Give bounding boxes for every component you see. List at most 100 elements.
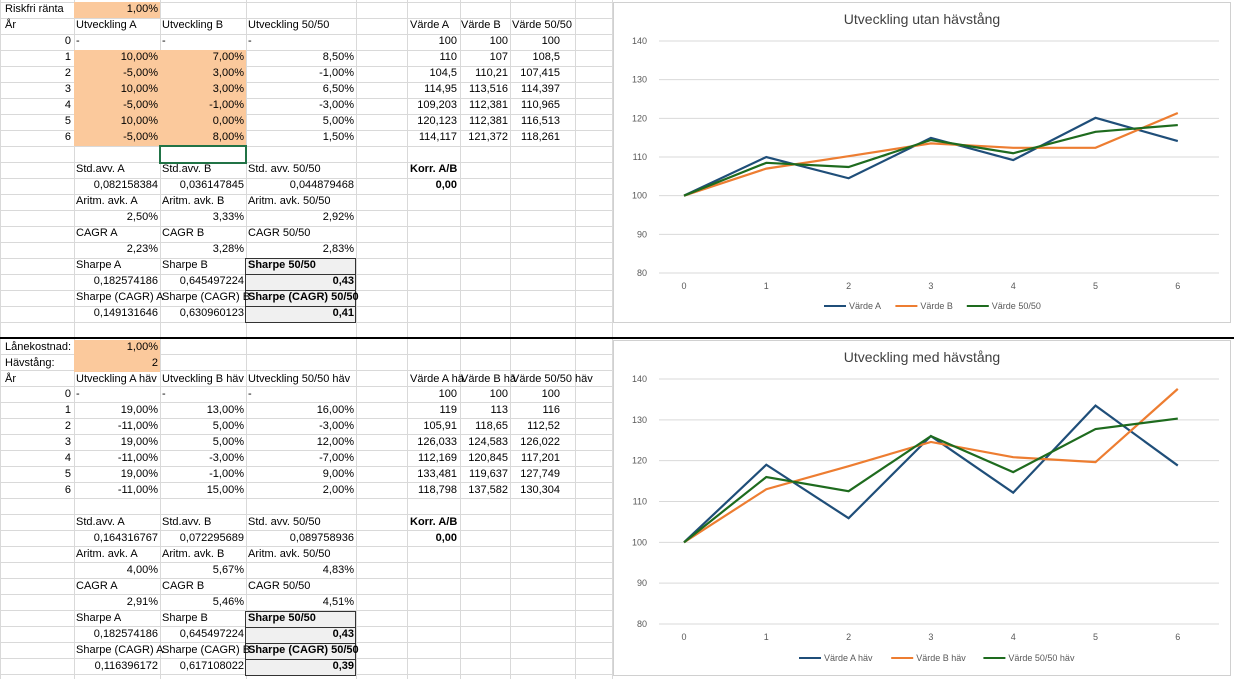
sharpec-a-value[interactable]: 0,149131646 [93, 307, 158, 319]
table-cell[interactable]: -1,00% [319, 67, 354, 79]
aritm-b-value[interactable]: 3,33% [212, 211, 244, 223]
std-b-value[interactable]: 0,036147845 [179, 179, 244, 191]
cagr-5050-value[interactable]: 2,83% [322, 243, 354, 255]
table-cell[interactable]: 16,00% [316, 404, 354, 416]
selected-cell[interactable] [159, 145, 247, 164]
series-line-5050[interactable] [683, 123, 1178, 197]
table-cell[interactable]: -11,00% [117, 420, 158, 432]
series-line-b[interactable] [683, 388, 1179, 544]
sharpe-a-value[interactable]: 0,182574186 [93, 275, 158, 287]
table-cell[interactable]: 100 [438, 388, 457, 400]
table-cell[interactable]: 5 [64, 115, 71, 127]
table-cell[interactable]: 1,50% [322, 131, 354, 143]
table-cell[interactable]: -3,00% [319, 420, 354, 432]
table-cell[interactable]: 116,513 [521, 115, 560, 127]
table-cell[interactable]: 126,033 [417, 436, 457, 448]
table-cell[interactable]: 0 [64, 35, 71, 47]
table-cell[interactable]: 118,261 [521, 131, 560, 143]
sharpec-b-value[interactable]: 0,630960123 [179, 307, 244, 319]
table-cell[interactable]: 119,637 [469, 468, 508, 480]
table-cell[interactable]: 118,798 [418, 484, 457, 496]
table-cell[interactable]: - [162, 388, 166, 400]
korr-value[interactable]: 0,00 [435, 532, 457, 544]
table-cell[interactable]: -1,00% [209, 468, 244, 480]
table-cell[interactable]: 114,397 [521, 83, 560, 95]
table-cell[interactable]: 3,00% [212, 83, 244, 95]
sharpec-b-value[interactable]: 0,617108022 [179, 660, 244, 672]
table-cell[interactable]: 0 [64, 388, 71, 400]
chart-med-havstang[interactable]: Utveckling med hävstång 80 90 100 110 120 130… [613, 340, 1231, 676]
table-cell[interactable]: -5,00% [123, 67, 158, 79]
table-cell[interactable]: 0,00% [212, 115, 244, 127]
table-cell[interactable]: 112,169 [418, 452, 457, 464]
table-cell[interactable]: - [76, 35, 80, 47]
aritm-a-value[interactable]: 4,00% [126, 564, 158, 576]
table-cell[interactable]: 19,00% [120, 468, 158, 480]
table-cell[interactable]: 5,00% [322, 115, 354, 127]
sharpe-5050-value[interactable]: 0,43 [332, 628, 354, 640]
table-cell[interactable]: 124,583 [468, 436, 508, 448]
cagr-a-value[interactable]: 2,23% [126, 243, 158, 255]
cagr-a-value[interactable]: 2,91% [126, 596, 158, 608]
aritm-b-value[interactable]: 5,67% [212, 564, 244, 576]
table-cell[interactable]: 3,00% [212, 67, 244, 79]
table-cell[interactable]: 1 [64, 51, 71, 63]
table-cell[interactable]: -7,00% [319, 452, 354, 464]
table-cell[interactable]: 105,91 [423, 420, 457, 432]
table-cell[interactable]: 118,65 [475, 420, 508, 432]
table-cell[interactable]: 10,00% [120, 115, 158, 127]
table-cell[interactable]: 104,5 [429, 67, 457, 79]
table-cell[interactable]: 100 [541, 35, 560, 47]
table-cell[interactable]: - [76, 388, 80, 400]
table-cell[interactable]: 19,00% [120, 404, 158, 416]
table-cell[interactable]: 3 [64, 83, 71, 95]
table-cell[interactable]: - [248, 388, 252, 400]
table-cell[interactable]: 2 [64, 67, 71, 79]
table-cell[interactable]: 10,00% [120, 83, 158, 95]
std-5050-value[interactable]: 0,089758936 [289, 532, 354, 544]
table-cell[interactable]: 119 [439, 404, 457, 416]
table-cell[interactable]: 114,95 [424, 83, 457, 95]
table-cell[interactable]: 110 [439, 51, 457, 63]
table-cell[interactable]: -1,00% [209, 99, 244, 111]
table-cell[interactable]: 100 [489, 35, 508, 47]
table-cell[interactable]: 6 [64, 484, 71, 496]
table-cell[interactable]: 5,00% [212, 420, 244, 432]
spreadsheet-grid[interactable]: Riskfri ränta 1,00% År Utveckling A Utveck… [0, 0, 613, 679]
table-cell[interactable]: 2,00% [322, 484, 354, 496]
series-line-5050[interactable] [683, 417, 1178, 544]
table-cell[interactable]: 100 [541, 388, 560, 400]
table-cell[interactable]: 15,00% [206, 484, 244, 496]
table-cell[interactable]: 110,21 [475, 67, 508, 79]
table-cell[interactable]: 4 [64, 99, 71, 111]
sharpec-5050-value[interactable]: 0,41 [332, 307, 354, 319]
aritm-a-value[interactable]: 2,50% [126, 211, 158, 223]
table-cell[interactable]: 7,00% [212, 51, 244, 63]
table-cell[interactable]: 100 [438, 35, 457, 47]
std-a-value[interactable]: 0,082158384 [93, 179, 158, 191]
series-line-b[interactable] [683, 112, 1179, 197]
table-cell[interactable]: 127,749 [520, 468, 560, 480]
table-cell[interactable]: 100 [489, 388, 508, 400]
table-cell[interactable]: 120,845 [468, 452, 508, 464]
table-cell[interactable]: 8,00% [212, 131, 244, 143]
table-cell[interactable]: 112,381 [469, 115, 508, 127]
table-cell[interactable]: 121,372 [468, 131, 508, 143]
table-cell[interactable]: -3,00% [319, 99, 354, 111]
sharpec-5050-value-cell[interactable] [245, 306, 356, 323]
table-cell[interactable]: 112,52 [527, 420, 560, 432]
aritm-5050-value[interactable]: 4,83% [322, 564, 354, 576]
table-cell[interactable]: 4 [64, 452, 71, 464]
table-cell[interactable]: 126,022 [520, 436, 560, 448]
table-cell[interactable]: - [162, 35, 166, 47]
table-cell[interactable]: 9,00% [322, 468, 354, 480]
table-cell[interactable]: 13,00% [206, 404, 244, 416]
std-b-value[interactable]: 0,072295689 [179, 532, 244, 544]
table-cell[interactable]: 107 [489, 51, 508, 63]
table-cell[interactable]: 5,00% [212, 436, 244, 448]
table-cell[interactable]: 2 [64, 420, 71, 432]
sharpe-b-value[interactable]: 0,645497224 [179, 275, 244, 287]
table-cell[interactable]: -11,00% [117, 484, 158, 496]
table-cell[interactable]: 1 [64, 404, 71, 416]
cagr-b-value[interactable]: 3,28% [212, 243, 244, 255]
